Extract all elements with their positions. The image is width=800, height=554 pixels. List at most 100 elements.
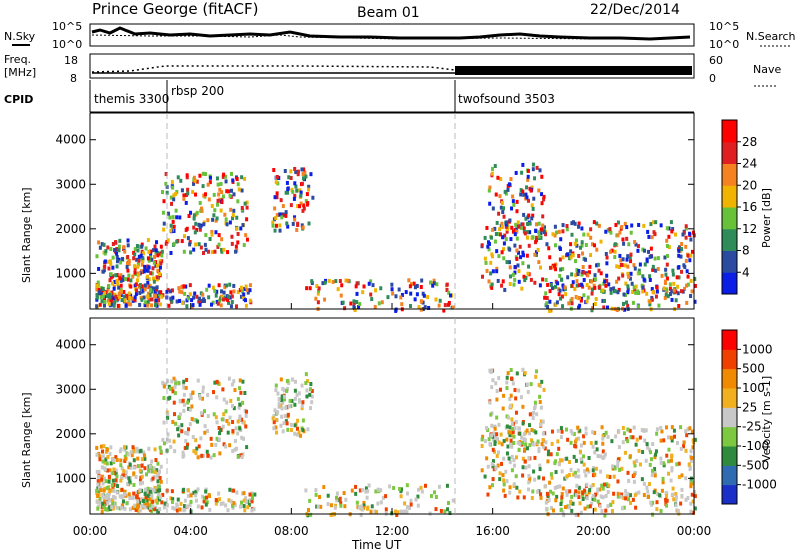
radar-cell — [533, 477, 537, 482]
radar-cell — [515, 236, 519, 241]
radar-cell — [245, 445, 249, 450]
radar-cell — [231, 503, 235, 508]
radar-cell — [626, 264, 630, 269]
radar-cell — [171, 389, 175, 394]
radar-cell — [633, 240, 637, 245]
radar-cell — [488, 400, 492, 405]
radar-cell — [343, 504, 347, 509]
radar-cell — [192, 213, 196, 218]
radar-cell — [179, 501, 183, 506]
radar-cell — [496, 278, 500, 283]
radar-cell — [121, 277, 125, 282]
radar-cell — [451, 498, 455, 503]
radar-cell — [669, 435, 673, 440]
radar-cell — [517, 269, 521, 274]
radar-cell — [567, 473, 571, 478]
radar-cell — [362, 284, 366, 289]
radar-cell — [209, 302, 213, 307]
radar-cell — [135, 288, 139, 293]
radar-cell — [374, 489, 378, 494]
radar-cell — [188, 242, 192, 247]
radar-cell — [248, 298, 252, 303]
radar-cell — [670, 468, 674, 473]
radar-cell — [156, 294, 160, 299]
radar-cell — [527, 243, 531, 248]
radar-cell — [232, 208, 236, 213]
radar-cell — [308, 286, 312, 291]
radar-cell — [201, 171, 205, 176]
radar-cell — [128, 302, 132, 307]
radar-cell — [247, 502, 251, 507]
radar-cell — [617, 287, 621, 292]
radar-cell — [559, 296, 563, 301]
radar-cell — [192, 216, 196, 221]
radar-cell — [219, 501, 223, 506]
radar-cell — [397, 287, 401, 292]
radar-cell — [491, 227, 495, 232]
radar-cell — [212, 213, 216, 218]
radar-cell — [200, 453, 204, 458]
radar-cell — [301, 225, 305, 230]
radar-cell — [297, 391, 301, 396]
radar-cell — [550, 441, 554, 446]
radar-cell — [416, 503, 420, 508]
radar-cell — [593, 302, 597, 307]
radar-cell — [417, 487, 421, 492]
radar-cell — [660, 273, 664, 278]
radar-cell — [571, 501, 575, 506]
radar-cell — [161, 190, 165, 195]
radar-cell — [240, 417, 244, 422]
radar-cell — [667, 459, 671, 464]
radar-cell — [132, 256, 136, 261]
radar-cell — [188, 407, 192, 412]
radar-cell — [602, 305, 606, 310]
radar-cell — [143, 505, 147, 510]
radar-cell — [511, 229, 515, 234]
radar-cell — [495, 220, 499, 225]
radar-cell — [229, 171, 233, 176]
radar-cell — [227, 376, 231, 381]
radar-cell — [142, 453, 146, 458]
radar-cell — [169, 296, 173, 301]
radar-cell — [105, 447, 109, 452]
radar-cell — [494, 466, 498, 471]
radar-cell — [491, 459, 495, 464]
radar-cell — [434, 297, 438, 302]
colorbar-tick-label: -25 — [742, 420, 762, 434]
radar-cell — [577, 474, 581, 479]
radar-cell — [671, 492, 675, 497]
radar-cell — [574, 474, 578, 479]
radar-cell — [150, 493, 154, 498]
radar-cell — [133, 503, 137, 508]
radar-cell — [117, 248, 121, 253]
radar-cell — [202, 193, 206, 198]
radar-cell — [214, 218, 218, 223]
radar-cell — [196, 504, 200, 509]
radar-cell — [677, 275, 681, 280]
radar-cell — [240, 175, 244, 180]
radar-cell — [235, 226, 239, 231]
radar-cell — [395, 512, 399, 517]
radar-cell — [669, 458, 673, 463]
radar-cell — [670, 229, 674, 234]
radar-cell — [492, 467, 496, 472]
radar-cell — [210, 229, 214, 234]
radar-cell — [234, 249, 238, 254]
radar-cell — [192, 417, 196, 422]
radar-cell — [523, 278, 527, 283]
radar-cell — [502, 456, 506, 461]
radar-cell — [222, 247, 226, 252]
radar-cell — [304, 372, 308, 377]
radar-cell — [150, 459, 154, 464]
radar-cell — [409, 304, 413, 309]
radar-cell — [502, 247, 506, 252]
radar-cell — [522, 274, 526, 279]
radar-cell — [626, 290, 630, 295]
radar-cell — [651, 468, 655, 473]
radar-cell — [216, 301, 220, 306]
radar-cell — [623, 221, 627, 226]
radar-cell — [309, 381, 313, 386]
radar-cell — [642, 481, 646, 486]
radar-cell — [221, 174, 225, 179]
radar-cell — [527, 456, 531, 461]
